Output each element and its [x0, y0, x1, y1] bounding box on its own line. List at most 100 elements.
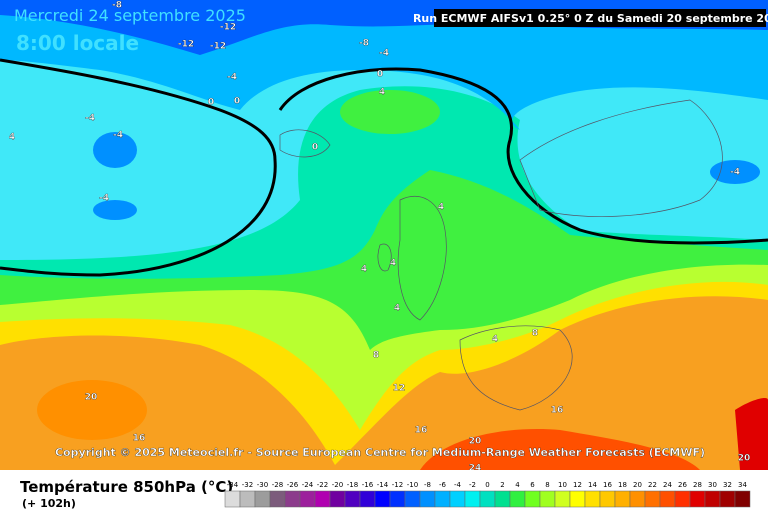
scale-label: 14 — [588, 481, 597, 489]
contour-label: 4 — [361, 265, 367, 275]
scale-swatch — [509, 490, 526, 508]
scale-swatch — [614, 490, 631, 508]
contour-label: -8 — [359, 39, 369, 49]
contour-label: 12 — [393, 384, 406, 394]
scale-swatch — [524, 490, 541, 508]
zero-isotherm — [0, 58, 768, 277]
scale-swatch — [314, 490, 331, 508]
scale-swatch — [479, 490, 496, 508]
scale-label: 6 — [530, 481, 535, 489]
scale-swatch — [419, 490, 436, 508]
contour-label: 4 — [394, 304, 400, 314]
scale-label: -14 — [377, 481, 389, 489]
copyright: Copyright © 2025 Meteociel.fr - Source E… — [55, 446, 705, 459]
scale-label: -22 — [317, 481, 328, 489]
scale-label: -16 — [362, 481, 374, 489]
scale-label: -20 — [332, 481, 343, 489]
scale-label: -2 — [469, 481, 476, 489]
scale-label: -12 — [392, 481, 403, 489]
scale-swatch — [269, 490, 286, 508]
legend-subtitle: (+ 102h) — [22, 497, 76, 510]
color-scale: -34 -32 -30 -28 -26 -24 -22 -20 -18 -16 -14 -12 -10-… — [224, 481, 751, 508]
contour-label: 4 — [390, 259, 396, 269]
scale-label: -26 — [287, 481, 299, 489]
scale-swatch — [224, 490, 241, 508]
scale-label: -10 — [407, 481, 418, 489]
scale-label: -8 — [424, 481, 431, 489]
scale-label: 26 — [678, 481, 687, 489]
contour-label: 8 — [532, 329, 538, 339]
contour-label: 0 — [377, 70, 383, 80]
contour-label: 4 — [492, 335, 498, 345]
scale-swatch — [704, 490, 721, 508]
scale-swatch — [404, 490, 421, 508]
contour-label: 20 — [469, 437, 482, 447]
run-info: Run ECMWF AIFSv1 0.25° 0 Z du Samedi 20 … — [413, 12, 768, 25]
contour-label: 16 — [551, 406, 564, 416]
scale-label: -18 — [347, 481, 358, 489]
run-box — [434, 9, 766, 27]
contour-labels: -8 -12 -12 -12 -8 -4 0 4 -4 0 0 -4 -4 4 0 -4 4 -4 4 4 4 4 8 8 12… — [9, 0, 751, 474]
scale-swatch — [329, 490, 346, 508]
contour-label: 4 — [379, 88, 385, 98]
scale-label: 0 — [485, 481, 489, 489]
scale-swatch — [434, 490, 451, 508]
scale-label: -24 — [302, 481, 314, 489]
contour-label: 0 — [312, 143, 318, 153]
contour-label: 0 — [234, 97, 240, 107]
contour-label: -4 — [730, 168, 740, 178]
scale-label: -4 — [454, 481, 462, 489]
contour-label: -4 — [113, 131, 123, 141]
scale-swatch — [239, 490, 256, 508]
scale-swatch — [659, 490, 676, 508]
contour-label: 16 — [415, 426, 428, 436]
contour-label: -4 — [99, 194, 109, 204]
scale-label: 12 — [573, 481, 582, 489]
scale-swatch — [449, 490, 466, 508]
contour-label: 24 — [469, 464, 482, 474]
contour-label: -4 — [379, 49, 389, 59]
contour-label: -12 — [210, 42, 226, 52]
contour-label: -8 — [112, 1, 122, 11]
forecast-time: 8:00 locale — [16, 31, 139, 55]
scale-swatch — [359, 490, 376, 508]
contour-label: -12 — [178, 40, 194, 50]
scale-label: 2 — [500, 481, 504, 489]
scale-swatch — [494, 490, 511, 508]
scale-swatch — [674, 490, 691, 508]
scale-swatch — [569, 490, 586, 508]
contour-label: -4 — [85, 114, 95, 124]
legend-title: Température 850hPa (°C) — [20, 478, 233, 496]
contour-label: 0 — [208, 98, 214, 108]
scale-label: 24 — [663, 481, 672, 489]
scale-label: 4 — [515, 481, 520, 489]
coastlines — [279, 99, 723, 411]
scale-swatch — [539, 490, 556, 508]
scale-swatch — [689, 490, 706, 508]
scale-swatch — [464, 490, 481, 508]
contour-label: -4 — [227, 73, 237, 83]
scale-label: 20 — [633, 481, 642, 489]
scale-label: 30 — [708, 481, 717, 489]
scale-swatch — [389, 490, 406, 508]
contour-label: 20 — [85, 393, 98, 403]
scale-swatch — [299, 490, 316, 508]
scale-swatch — [554, 490, 571, 508]
scale-swatch — [374, 490, 391, 508]
temperature-field — [0, 0, 768, 470]
contour-label: 4 — [9, 133, 15, 143]
scale-label: 8 — [545, 481, 549, 489]
contour-label: 20 — [738, 454, 751, 464]
contour-label: 8 — [373, 351, 379, 361]
scale-label: -6 — [439, 481, 447, 489]
scale-swatch — [254, 490, 271, 508]
scale-swatch — [629, 490, 646, 508]
scale-swatch — [284, 490, 301, 508]
scale-swatch — [599, 490, 616, 508]
scale-swatch — [734, 490, 751, 508]
scale-swatch — [344, 490, 361, 508]
scale-label: 22 — [648, 481, 657, 489]
forecast-date: Mercredi 24 septembre 2025 — [14, 6, 246, 25]
contour-label: 16 — [133, 434, 146, 444]
